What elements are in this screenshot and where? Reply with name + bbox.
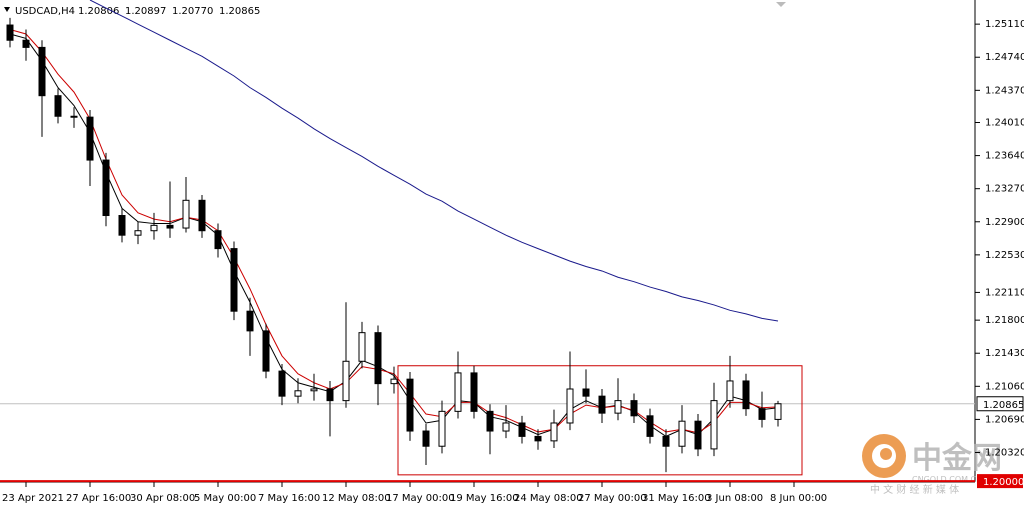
- candle-body: [6, 24, 14, 41]
- range-box: [397, 365, 803, 476]
- candle-body: [278, 370, 286, 397]
- watermark: 中金网 CNGOLD.COM.CN 中 文 财 经 新 媒 体: [862, 434, 1002, 496]
- candle-body: [550, 422, 558, 442]
- menu-arrow[interactable]: [4, 7, 10, 12]
- y-tick-label: 1.21430: [985, 348, 1024, 359]
- candle-body: [774, 403, 782, 420]
- candle-body: [678, 420, 686, 447]
- plot-area: [0, 0, 975, 476]
- candle-body: [502, 422, 510, 432]
- y-tick-label: 1.24010: [985, 118, 1024, 129]
- price-label: 1.20865: [983, 400, 1024, 411]
- x-tick-label: 27 Apr 16:00: [66, 493, 131, 504]
- candle-body: [726, 380, 734, 402]
- candle-body: [86, 116, 94, 161]
- candle-body: [326, 388, 334, 402]
- x-tick-label: 17 May 00:00: [386, 493, 455, 504]
- y-tick-label: 1.20320: [985, 447, 1024, 458]
- candle-body: [646, 415, 654, 437]
- candle-body: [390, 378, 398, 385]
- y-tick-label: 1.24370: [985, 85, 1024, 96]
- header-ohlc: 1.20770: [172, 6, 213, 17]
- candle-body: [54, 95, 62, 117]
- candle-body: [102, 159, 110, 217]
- x-tick-label: 12 May 08:00: [322, 493, 391, 504]
- y-tick-label: 1.24740: [985, 52, 1024, 63]
- candle-body: [582, 388, 590, 397]
- candle-body: [518, 422, 526, 437]
- y-tick-label: 1.22900: [985, 217, 1024, 228]
- candle-body: [198, 199, 206, 232]
- candle-body: [38, 46, 46, 97]
- candle-body: [182, 199, 190, 229]
- y-tick-label: 1.22530: [985, 250, 1024, 261]
- x-tick-label: 19 May 16:00: [450, 493, 519, 504]
- x-tick-label: 27 May 00:00: [578, 493, 647, 504]
- watermark-slogan: 中 文 财 经 新 媒 体: [870, 483, 959, 496]
- level-label-box: [977, 474, 1023, 489]
- y-tick-label: 1.21800: [985, 315, 1024, 326]
- candle-body: [22, 39, 30, 48]
- candle-body: [342, 360, 350, 402]
- candle-body: [246, 310, 254, 332]
- candle-body: [614, 400, 622, 414]
- candle-body: [758, 408, 766, 420]
- candle-body: [662, 435, 670, 447]
- y-tick-label: 1.20690: [985, 414, 1024, 425]
- x-tick-label: 8 Jun 00:00: [770, 493, 827, 504]
- x-tick-label: 3 Jun 08:00: [706, 493, 763, 504]
- candle-body: [470, 372, 478, 412]
- candle-body: [566, 388, 574, 424]
- y-tick-label: 1.23270: [985, 184, 1024, 195]
- candle-body: [454, 372, 462, 412]
- candle-body: [406, 378, 414, 432]
- y-tick-label: 1.23640: [985, 151, 1024, 162]
- header-ohlc: 1.20897: [125, 6, 166, 17]
- candle-body: [358, 332, 366, 362]
- level-label: 1.20000: [983, 477, 1024, 488]
- candle-body: [166, 224, 174, 229]
- x-tick-label: 30 Apr 08:00: [130, 493, 195, 504]
- watermark-brand: 中金网: [912, 441, 1002, 476]
- candle-body: [70, 115, 78, 118]
- candle-body: [294, 390, 302, 397]
- candle-body: [598, 395, 606, 414]
- header-ohlc: 1.20806: [78, 6, 119, 17]
- candle-body: [422, 430, 430, 447]
- candle-body: [150, 224, 158, 232]
- candle-body: [534, 435, 542, 442]
- watermark-site: CNGOLD.COM.CN: [912, 475, 982, 484]
- moving-average: [89, 0, 779, 322]
- candle-body: [134, 230, 142, 236]
- x-tick-label: 23 Apr 2021: [2, 493, 64, 504]
- candle-body: [438, 410, 446, 447]
- candle-body: [742, 380, 750, 410]
- candle-body: [694, 420, 702, 450]
- y-tick-label: 1.22110: [985, 287, 1024, 298]
- candle-body: [374, 332, 382, 385]
- candle-body: [486, 410, 494, 432]
- candle-body: [118, 215, 126, 236]
- y-tick-label: 1.21060: [985, 381, 1024, 392]
- candle-body: [630, 400, 638, 417]
- shift-marker: [776, 2, 786, 7]
- x-tick-label: 31 May 16:00: [642, 493, 711, 504]
- candle-body: [214, 230, 222, 250]
- candle-body: [262, 330, 270, 372]
- x-tick-label: 5 May 00:00: [194, 493, 256, 504]
- candle-body: [710, 400, 718, 450]
- candle-body: [310, 388, 318, 392]
- header-ohlc: 1.20865: [219, 6, 260, 17]
- candle-body: [230, 248, 238, 312]
- symbol: USDCAD,H4: [15, 6, 75, 17]
- price-label-box: [976, 396, 1024, 412]
- x-tick-label: 7 May 16:00: [258, 493, 320, 504]
- x-tick-label: 24 May 08:00: [514, 493, 583, 504]
- y-tick-label: 1.25110: [985, 19, 1024, 30]
